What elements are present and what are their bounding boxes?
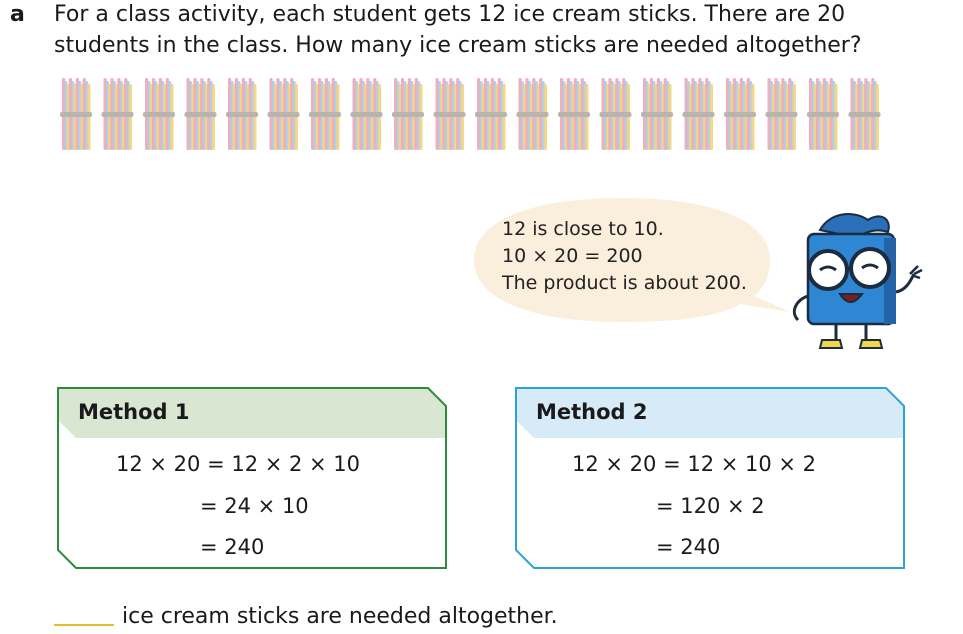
- bubble-line-2: 10 × 20 = 200: [502, 245, 643, 267]
- method-1-title: Method 1: [78, 400, 190, 424]
- bubble-line-1: 12 is close to 10.: [502, 218, 664, 240]
- stick-bundle: [724, 78, 756, 150]
- stick-bundle: [682, 78, 715, 150]
- method-1-line-2: = 24 × 10: [200, 494, 309, 518]
- stick-bundle: [765, 78, 798, 150]
- method-2-frame: [515, 387, 905, 569]
- ice-cream-stick-bundles: [60, 78, 881, 150]
- question-text-line-2: students in the class. How many ice crea…: [54, 33, 862, 58]
- stick-bundle: [143, 78, 175, 150]
- stick-bundle: [848, 78, 881, 150]
- stick-bundle: [475, 78, 507, 150]
- stick-bundle: [516, 78, 549, 150]
- answer-sentence: ice cream sticks are needed altogether.: [122, 604, 558, 629]
- stick-bundle: [60, 78, 92, 150]
- stick-bundle: [433, 78, 466, 150]
- stick-bundle: [184, 78, 217, 150]
- method-2-line-1: 12 × 20 = 12 × 10 × 2: [572, 452, 817, 476]
- stick-bundle: [558, 78, 590, 150]
- mascot-character: [792, 213, 923, 349]
- method-1-line-1: 12 × 20 = 12 × 2 × 10: [116, 452, 361, 476]
- method-1-frame: [57, 387, 447, 569]
- bubble-line-3: The product is about 200.: [502, 272, 747, 294]
- stick-bundle: [807, 78, 839, 150]
- method-2-line-2: = 120 × 2: [656, 494, 765, 518]
- stick-bundle: [392, 78, 424, 150]
- stick-bundle: [599, 78, 632, 150]
- stick-bundle: [267, 78, 300, 150]
- stick-bundle: [309, 78, 341, 150]
- speech-bubble-shape: [474, 198, 790, 322]
- question-label: a: [10, 2, 25, 27]
- method-2-title: Method 2: [536, 400, 648, 424]
- question-text-line-1: For a class activity, each student gets …: [54, 2, 846, 27]
- method-1-line-3: = 240: [200, 535, 265, 559]
- method-2-card: Method 2 12 × 20 = 12 × 10 × 2 = 120 × 2…: [514, 386, 906, 570]
- stick-bundle: [226, 78, 258, 150]
- method-2-line-3: = 240: [656, 535, 721, 559]
- answer-blank[interactable]: [54, 624, 114, 626]
- method-1-card: Method 1 12 × 20 = 12 × 2 × 10 = 24 × 10…: [56, 386, 448, 570]
- stick-bundle: [350, 78, 383, 150]
- stick-bundle: [641, 78, 673, 150]
- stick-bundle: [101, 78, 134, 150]
